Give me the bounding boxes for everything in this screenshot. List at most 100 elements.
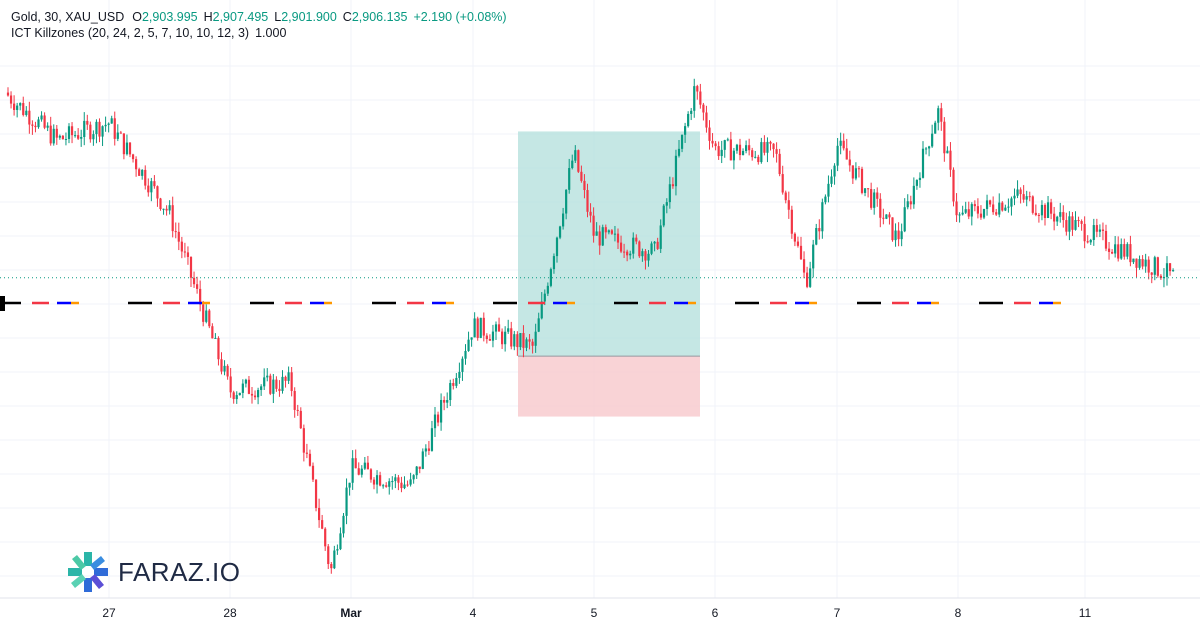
candle-down — [857, 168, 861, 170]
candle-up — [92, 134, 95, 140]
candle-up — [491, 331, 495, 341]
candle-down — [806, 272, 809, 287]
candle-up — [1059, 212, 1062, 217]
candle-down — [153, 181, 156, 187]
candle-up — [473, 318, 476, 338]
candle-down — [699, 91, 702, 105]
candle-up — [961, 212, 964, 215]
candle-up — [513, 334, 516, 347]
chart-legend: Gold, 30, XAU_USD O2,903.995 H2,907.495 … — [11, 9, 507, 41]
candle-down — [616, 233, 620, 243]
candle-down — [897, 230, 900, 240]
candle-down — [717, 146, 720, 157]
candle-up — [540, 301, 543, 319]
candle-down — [522, 333, 525, 348]
candle-up — [260, 386, 263, 390]
candle-up — [863, 188, 867, 193]
position-target-zone[interactable] — [518, 131, 700, 357]
candle-up — [693, 86, 696, 111]
candle-down — [1050, 202, 1053, 214]
candle-up — [430, 428, 434, 451]
candle-down — [138, 169, 141, 176]
candle-down — [802, 259, 806, 273]
candle-up — [924, 148, 928, 150]
candle-down — [208, 310, 211, 327]
candle-up — [595, 231, 598, 236]
candle-up — [479, 317, 482, 338]
candle-up — [900, 231, 903, 240]
candle-down — [186, 252, 190, 257]
candle-down — [488, 339, 491, 341]
candle-up — [854, 168, 857, 179]
candle-down — [327, 546, 330, 565]
candle-up — [461, 358, 464, 372]
candle-down — [318, 507, 321, 521]
candle-down — [6, 92, 10, 96]
x-tick-label: 4 — [470, 606, 477, 620]
candle-down — [848, 159, 851, 166]
candle-up — [1172, 270, 1175, 272]
candle-up — [360, 468, 363, 475]
candle-down — [1086, 241, 1089, 243]
candle-down — [369, 469, 373, 480]
candle-up — [1120, 244, 1123, 259]
candle-down — [144, 169, 147, 186]
position-stop-zone[interactable] — [518, 356, 700, 417]
candle-up — [507, 328, 510, 332]
candle-down — [247, 379, 251, 394]
candle-down — [882, 217, 885, 219]
candle-up — [80, 136, 83, 139]
candle-down — [1077, 220, 1080, 222]
candle-down — [778, 153, 781, 175]
candle-up — [735, 144, 739, 151]
candle-down — [308, 453, 312, 466]
candle-down — [757, 156, 760, 163]
candle-up — [946, 150, 949, 154]
candle-down — [860, 168, 864, 193]
candle-down — [406, 484, 409, 486]
candle-down — [1053, 213, 1056, 222]
indicator-row[interactable]: ICT Killzones (20, 24, 2, 5, 7, 10, 10, … — [11, 25, 507, 41]
candle-down — [940, 108, 943, 122]
candle-up — [455, 377, 458, 386]
candle-up — [101, 126, 104, 137]
candle-up — [412, 475, 415, 480]
candle-down — [818, 228, 821, 232]
candle-down — [1095, 225, 1098, 232]
candle-down — [711, 140, 714, 144]
close-label: C — [342, 10, 352, 24]
candle-up — [1165, 263, 1169, 277]
candle-up — [558, 226, 562, 238]
candle-up — [205, 310, 208, 322]
candle-down — [229, 376, 232, 393]
symbol-label[interactable]: Gold, 30, XAU_USD — [11, 10, 125, 24]
indicator-name[interactable]: ICT Killzones (20, 24, 2, 5, 7, 10, 10, … — [11, 26, 250, 40]
candle-up — [998, 202, 1001, 215]
candle-down — [119, 132, 122, 134]
candle-down — [851, 165, 854, 179]
candle-up — [812, 244, 815, 269]
candle-down — [55, 128, 58, 138]
candle-down — [1117, 244, 1120, 259]
candle-down — [793, 233, 796, 242]
candle-down — [516, 334, 519, 348]
candle-up — [391, 481, 394, 483]
candle-up — [549, 269, 552, 286]
candle-down — [13, 103, 16, 110]
candle-down — [476, 318, 479, 338]
candle-down — [1001, 202, 1004, 211]
candle-up — [537, 318, 540, 332]
candle-up — [571, 160, 574, 169]
candle-down — [589, 211, 592, 216]
candle-down — [156, 186, 159, 199]
candle-up — [1089, 239, 1092, 243]
candle-up — [1144, 259, 1147, 267]
candle-up — [257, 389, 260, 398]
candle-up — [720, 149, 723, 157]
candle-down — [967, 209, 970, 217]
x-tick-label: 7 — [834, 606, 841, 620]
candle-up — [824, 196, 827, 203]
candle-down — [250, 393, 254, 396]
